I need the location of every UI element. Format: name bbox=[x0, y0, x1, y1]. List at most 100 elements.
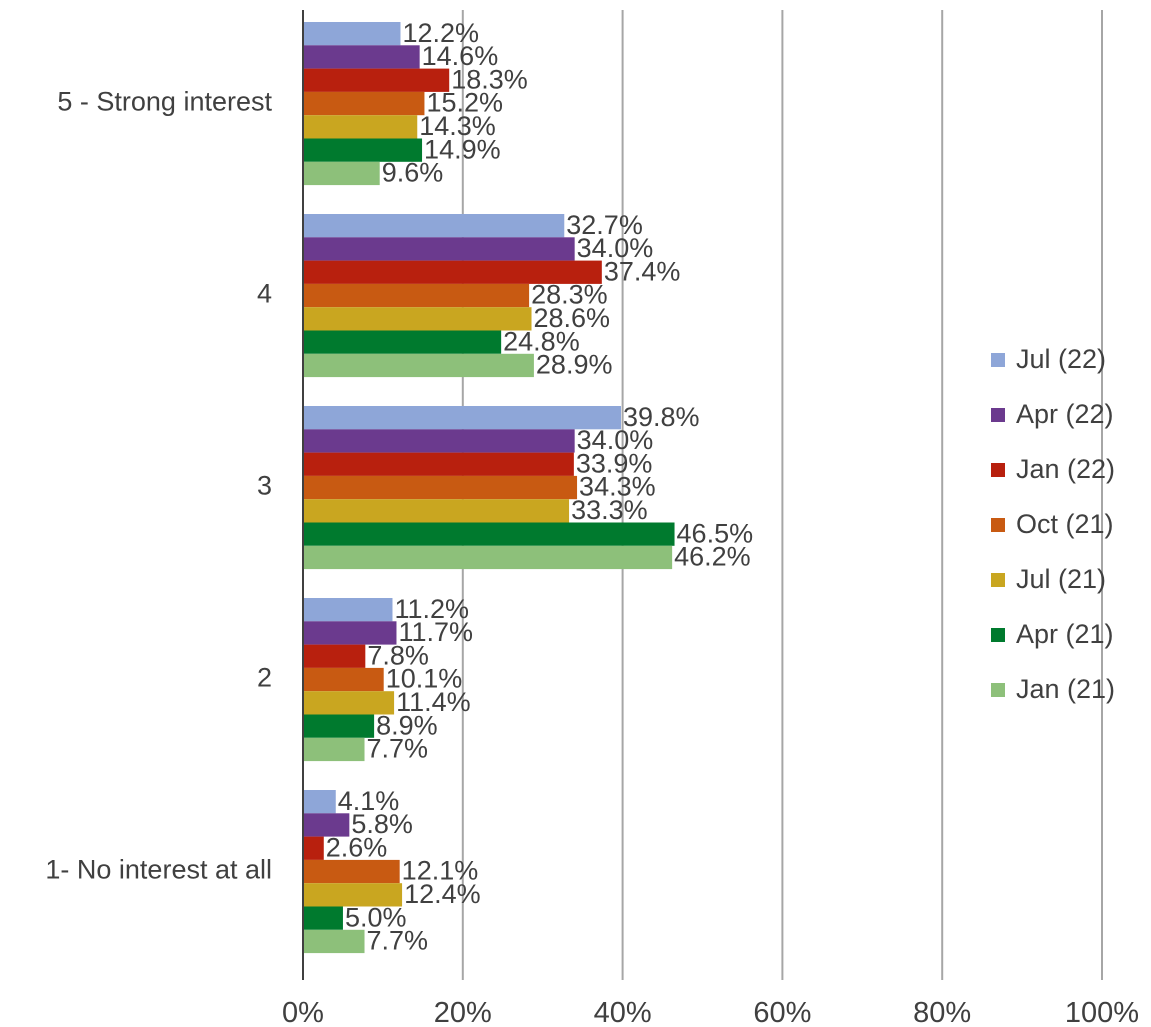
bar bbox=[303, 667, 384, 692]
legend-label: Apr (21) bbox=[1016, 619, 1114, 649]
legend-label: Jul (22) bbox=[1016, 344, 1106, 374]
data-label: 34.0% bbox=[577, 425, 654, 455]
data-label: 32.7% bbox=[566, 210, 643, 240]
data-label: 4.1% bbox=[338, 786, 400, 816]
legend: Jul (22) Apr (22) Jan (22) Oct (21) Jul (21)… bbox=[991, 344, 1115, 704]
legend-swatch bbox=[991, 518, 1005, 532]
bar bbox=[303, 260, 602, 284]
data-label: 12.2% bbox=[402, 18, 479, 48]
bar bbox=[303, 161, 380, 186]
data-label: 5.0% bbox=[345, 902, 407, 932]
data-label: 10.1% bbox=[386, 664, 463, 694]
bar bbox=[303, 621, 397, 645]
x-tick-label: 0% bbox=[282, 997, 324, 1027]
bar bbox=[303, 906, 343, 930]
data-label: 14.9% bbox=[424, 134, 501, 164]
data-label: 37.4% bbox=[604, 256, 681, 286]
legend-swatch bbox=[991, 573, 1005, 587]
bar bbox=[303, 353, 534, 378]
data-label: 12.1% bbox=[402, 856, 479, 886]
bar bbox=[303, 138, 423, 162]
bar bbox=[303, 813, 350, 837]
bar bbox=[303, 330, 502, 354]
bar bbox=[303, 237, 575, 261]
bar bbox=[303, 115, 418, 139]
data-label: 14.6% bbox=[422, 41, 499, 71]
legend-swatch bbox=[991, 463, 1005, 477]
bar bbox=[303, 499, 570, 523]
data-label: 24.8% bbox=[503, 326, 580, 356]
bar bbox=[303, 737, 365, 762]
bar bbox=[303, 406, 622, 430]
bar bbox=[303, 22, 401, 46]
data-label: 11.4% bbox=[396, 687, 471, 717]
data-label: 8.9% bbox=[376, 710, 438, 740]
data-label: 12.4% bbox=[404, 879, 481, 909]
bar bbox=[303, 883, 403, 907]
bar bbox=[303, 859, 400, 884]
bar bbox=[303, 429, 575, 453]
bar bbox=[303, 836, 324, 860]
bar bbox=[303, 714, 375, 738]
data-labels: 12.2% 32.7% 39.8% 11.2% 4.1% 14.6% 34.0% 34.0% 1… bbox=[326, 18, 753, 956]
bar bbox=[303, 475, 578, 500]
legend-swatch bbox=[991, 408, 1005, 422]
bar bbox=[303, 91, 425, 116]
data-label: 7.7% bbox=[367, 926, 429, 956]
data-label: 11.2% bbox=[394, 594, 469, 624]
legend-label: Jan (21) bbox=[1016, 674, 1115, 704]
legend-swatch bbox=[991, 683, 1005, 697]
category-label: 2 bbox=[257, 663, 272, 693]
bar bbox=[303, 307, 532, 331]
legend-label: Jul (21) bbox=[1016, 564, 1106, 594]
data-label: 28.6% bbox=[534, 303, 611, 333]
bar bbox=[303, 598, 393, 622]
legend-label: Apr (22) bbox=[1016, 399, 1114, 429]
legend-label: Jan (22) bbox=[1016, 454, 1115, 484]
data-label: 46.2% bbox=[674, 542, 751, 572]
bar bbox=[303, 522, 675, 546]
data-label: 9.6% bbox=[382, 158, 444, 188]
x-tick-label: 60% bbox=[753, 997, 811, 1027]
x-tick-label: 100% bbox=[1065, 997, 1139, 1027]
bar bbox=[303, 214, 565, 238]
bar bbox=[303, 644, 366, 668]
x-tick-label: 80% bbox=[913, 997, 971, 1027]
data-label: 46.5% bbox=[677, 518, 754, 548]
legend-label: Oct (21) bbox=[1016, 509, 1114, 539]
data-label: 28.9% bbox=[536, 350, 613, 380]
bar bbox=[303, 68, 450, 92]
data-label: 7.7% bbox=[367, 734, 429, 764]
data-label: 15.2% bbox=[426, 88, 503, 118]
bars bbox=[303, 22, 675, 954]
bar bbox=[303, 452, 574, 476]
category-label: 1- No interest at all bbox=[45, 855, 272, 885]
data-label: 28.3% bbox=[531, 280, 608, 310]
data-label: 33.9% bbox=[576, 448, 653, 478]
bar bbox=[303, 691, 395, 715]
bar bbox=[303, 790, 336, 814]
bar bbox=[303, 545, 673, 570]
data-label: 34.3% bbox=[579, 472, 656, 502]
category-label: 4 bbox=[257, 279, 272, 309]
data-label: 14.3% bbox=[419, 111, 496, 141]
data-label: 2.6% bbox=[326, 832, 388, 862]
legend-swatch bbox=[991, 628, 1005, 642]
data-label: 5.8% bbox=[351, 809, 413, 839]
data-label: 18.3% bbox=[451, 64, 528, 94]
data-label: 33.3% bbox=[571, 495, 648, 525]
legend-swatch bbox=[991, 353, 1005, 367]
gridlines bbox=[461, 10, 1103, 980]
category-label: 3 bbox=[257, 471, 272, 501]
bar bbox=[303, 45, 420, 69]
data-label: 11.7% bbox=[398, 617, 473, 647]
x-tick-label: 40% bbox=[594, 997, 652, 1027]
category-label: 5 - Strong interest bbox=[57, 87, 272, 117]
axes: 0% 20% 40% 60% 80% 100%5 - Strong interest432… bbox=[45, 10, 1139, 1027]
bar bbox=[303, 283, 530, 308]
bar bbox=[303, 929, 365, 954]
data-label: 39.8% bbox=[623, 402, 700, 432]
data-label: 34.0% bbox=[577, 233, 654, 263]
